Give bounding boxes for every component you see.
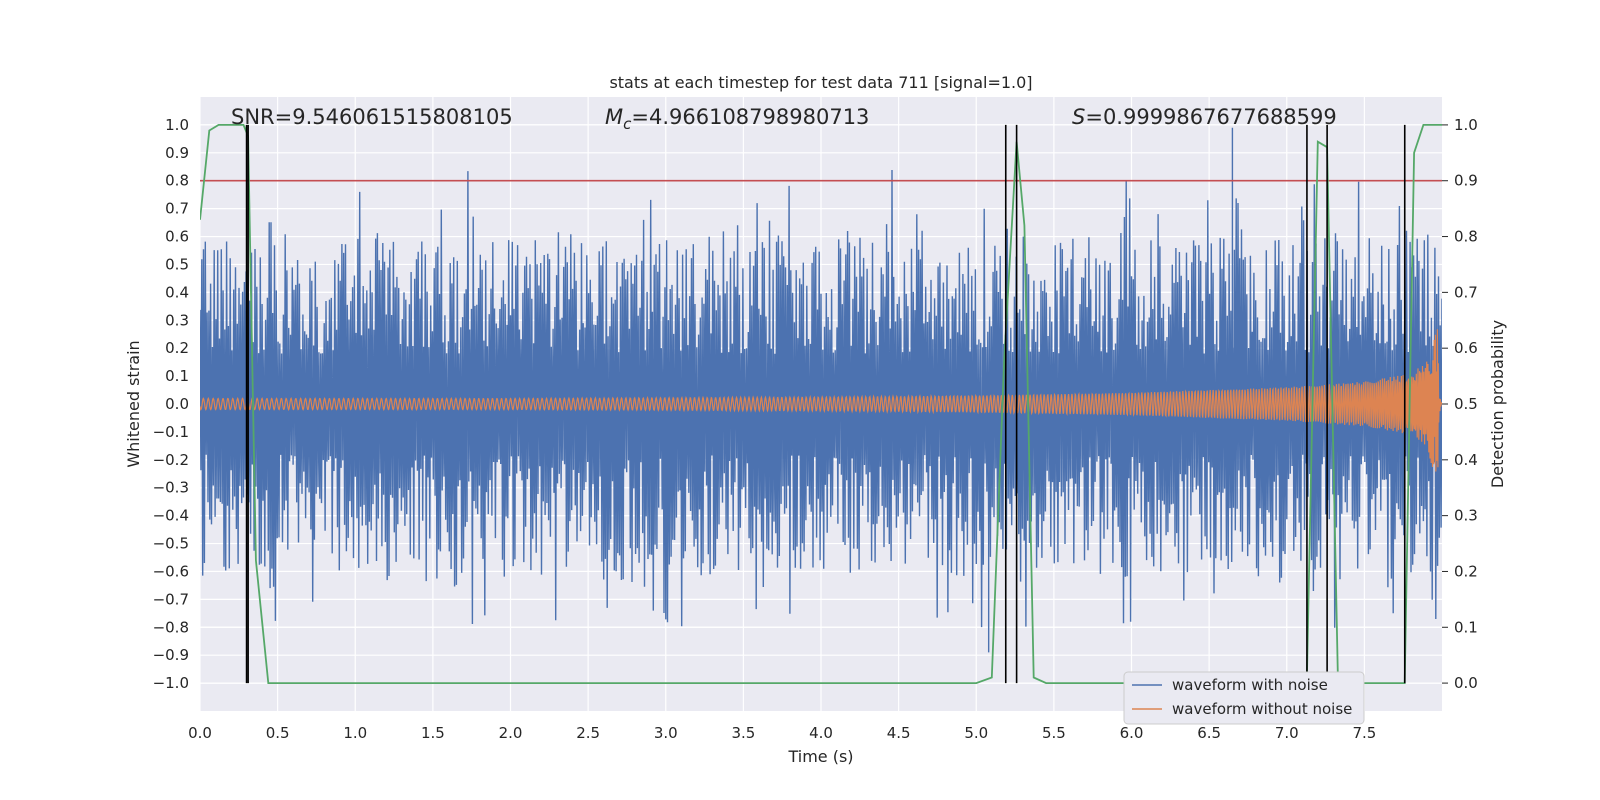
x-tick-label: 7.0 <box>1275 724 1299 742</box>
x-tick-label: 3.0 <box>654 724 678 742</box>
score-value: =0.9999867677688599 <box>1085 105 1336 129</box>
x-tick-label: 6.5 <box>1197 724 1221 742</box>
y2-tick-label: 0.8 <box>1454 228 1478 246</box>
x-tick-label: 0.5 <box>266 724 290 742</box>
y2-tick-label: 0.5 <box>1454 395 1478 413</box>
y-axis-ticks: −1.0 −0.9 −0.8 −0.7 −0.6 −0.5 −0.4 −0.3 −0.2 −0.1… <box>153 116 189 692</box>
y-tick-label: 1.0 <box>165 116 189 134</box>
y-tick-label: 0.8 <box>165 172 189 190</box>
y2-axis-ticks: 0.0 0.1 0.2 0.3 0.4 0.5 0.6 0.7 0.8 0.9 1.0 <box>1442 116 1478 692</box>
y-tick-label: −1.0 <box>153 674 189 692</box>
detection-markers <box>245 124 1406 684</box>
chirp-mass-subscript: c <box>623 115 632 133</box>
chirp-mass-annotation: Mc=4.966108798980713 <box>605 105 869 133</box>
chirp-mass-symbol: M <box>605 105 623 129</box>
y-tick-label: −0.4 <box>153 507 189 525</box>
y-tick-label: −0.9 <box>153 646 189 664</box>
y-tick-label: 0.3 <box>165 311 189 329</box>
y-tick-label: 0.6 <box>165 228 189 246</box>
y-tick-label: 0.7 <box>165 200 189 218</box>
x-tick-label: 7.5 <box>1352 724 1376 742</box>
y-tick-label: 0.0 <box>165 395 189 413</box>
series-waveform-with-noise <box>200 127 1442 653</box>
x-tick-label: 6.0 <box>1120 724 1144 742</box>
snr-annotation: SNR=9.546061515808105 <box>231 105 513 129</box>
legend-entry-waveform-with-noise: waveform with noise <box>1172 676 1328 694</box>
x-tick-label: 4.5 <box>887 724 911 742</box>
y-tick-label: 0.5 <box>165 255 189 273</box>
y2-axis-label: Detection probability <box>1488 320 1507 488</box>
y2-tick-label: 1.0 <box>1454 116 1478 134</box>
y2-tick-label: 0.7 <box>1454 283 1478 301</box>
y-tick-label: −0.1 <box>153 423 189 441</box>
x-tick-label: 1.0 <box>343 724 367 742</box>
y2-tick-label: 0.6 <box>1454 339 1478 357</box>
y-tick-label: −0.6 <box>153 562 189 580</box>
x-axis-ticks: 0.0 0.5 1.0 1.5 2.0 2.5 3.0 3.5 4.0 4.5 5.0 5.5 6.0 6… <box>188 724 1376 742</box>
series-waveform-without-noise <box>200 329 1442 472</box>
score-symbol: S <box>1072 105 1085 129</box>
chirp-mass-value: =4.966108798980713 <box>631 105 869 129</box>
y-tick-label: −0.2 <box>153 451 189 469</box>
y2-tick-label: 0.4 <box>1454 451 1478 469</box>
y2-tick-label: 0.3 <box>1454 507 1478 525</box>
x-tick-label: 2.5 <box>576 724 600 742</box>
y-tick-label: 0.4 <box>165 283 189 301</box>
y-tick-label: 0.9 <box>165 144 189 162</box>
y2-tick-label: 0.0 <box>1454 674 1478 692</box>
y2-tick-label: 0.2 <box>1454 562 1478 580</box>
y2-tick-label: 0.9 <box>1454 172 1478 190</box>
x-tick-label: 0.0 <box>188 724 212 742</box>
y-tick-label: −0.3 <box>153 479 189 497</box>
x-tick-label: 2.0 <box>499 724 523 742</box>
x-tick-label: 4.0 <box>809 724 833 742</box>
x-tick-label: 3.5 <box>731 724 755 742</box>
y-tick-label: 0.2 <box>165 339 189 357</box>
y-tick-label: 0.1 <box>165 367 189 385</box>
score-annotation: S=0.9999867677688599 <box>1072 105 1337 129</box>
x-tick-label: 5.0 <box>964 724 988 742</box>
y-tick-label: −0.5 <box>153 535 189 553</box>
y2-tick-label: 0.1 <box>1454 618 1478 636</box>
x-tick-label: 1.5 <box>421 724 445 742</box>
y-axis-label: Whitened strain <box>124 340 143 467</box>
y-tick-label: −0.8 <box>153 618 189 636</box>
y-tick-label: −0.7 <box>153 590 189 608</box>
x-tick-label: 5.5 <box>1042 724 1066 742</box>
x-axis-label: Time (s) <box>787 747 853 766</box>
legend-box <box>1123 671 1365 725</box>
chart-title: stats at each timestep for test data 711… <box>609 73 1032 92</box>
legend: waveform with noise waveform without noi… <box>1123 671 1365 725</box>
legend-entry-waveform-without-noise: waveform without noise <box>1172 700 1352 718</box>
